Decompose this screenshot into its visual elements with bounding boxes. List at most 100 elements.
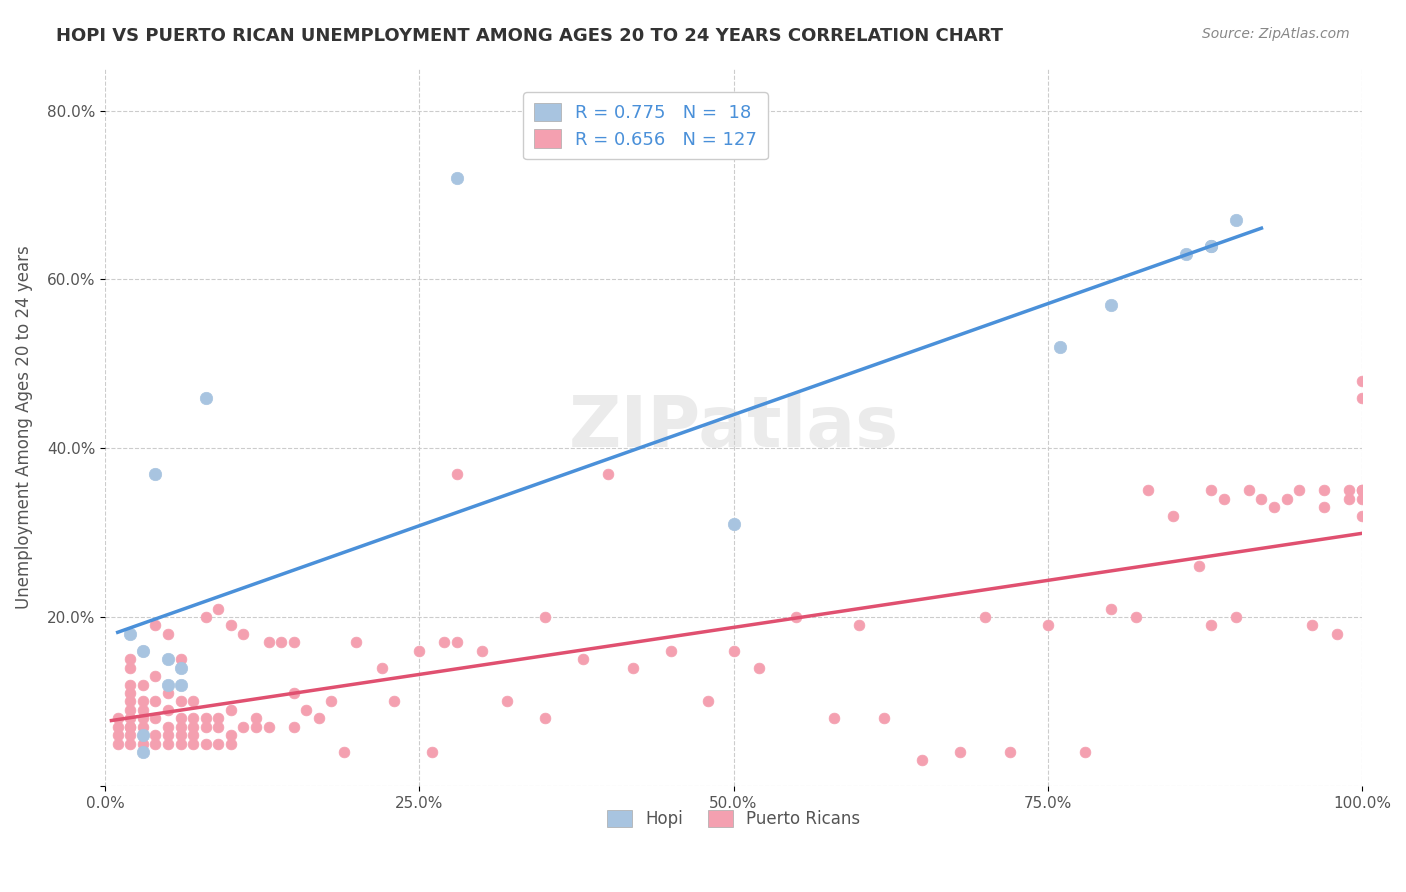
- Point: [1099, 298, 1122, 312]
- Point: [169, 694, 191, 708]
- Point: [156, 686, 179, 700]
- Point: [207, 737, 229, 751]
- Point: [659, 644, 682, 658]
- Point: [534, 711, 557, 725]
- Point: [120, 703, 142, 717]
- Point: [1313, 483, 1336, 498]
- Point: [156, 728, 179, 742]
- Point: [107, 711, 129, 725]
- Point: [1225, 213, 1247, 227]
- Point: [534, 610, 557, 624]
- Text: Source: ZipAtlas.com: Source: ZipAtlas.com: [1202, 27, 1350, 41]
- Point: [333, 745, 356, 759]
- Point: [1175, 247, 1198, 261]
- Point: [911, 754, 934, 768]
- Point: [156, 720, 179, 734]
- Point: [283, 635, 305, 649]
- Point: [120, 711, 142, 725]
- Point: [785, 610, 807, 624]
- Point: [132, 694, 155, 708]
- Point: [156, 737, 179, 751]
- Point: [145, 467, 167, 481]
- Point: [232, 627, 254, 641]
- Point: [120, 694, 142, 708]
- Point: [471, 644, 494, 658]
- Point: [232, 720, 254, 734]
- Point: [245, 711, 267, 725]
- Point: [1237, 483, 1260, 498]
- Point: [346, 635, 368, 649]
- Point: [120, 720, 142, 734]
- Point: [120, 720, 142, 734]
- Point: [571, 652, 593, 666]
- Point: [446, 635, 468, 649]
- Point: [120, 627, 142, 641]
- Point: [748, 660, 770, 674]
- Point: [132, 703, 155, 717]
- Point: [219, 703, 242, 717]
- Point: [156, 703, 179, 717]
- Point: [145, 694, 167, 708]
- Point: [207, 601, 229, 615]
- Point: [169, 677, 191, 691]
- Point: [181, 711, 204, 725]
- Point: [446, 467, 468, 481]
- Point: [1187, 559, 1209, 574]
- Point: [194, 610, 217, 624]
- Point: [169, 720, 191, 734]
- Point: [145, 711, 167, 725]
- Point: [1339, 491, 1361, 506]
- Point: [1125, 610, 1147, 624]
- Point: [1199, 238, 1222, 252]
- Point: [107, 728, 129, 742]
- Point: [120, 652, 142, 666]
- Point: [120, 728, 142, 742]
- Point: [145, 669, 167, 683]
- Point: [433, 635, 456, 649]
- Point: [120, 737, 142, 751]
- Point: [1288, 483, 1310, 498]
- Point: [1099, 601, 1122, 615]
- Point: [132, 644, 155, 658]
- Point: [1036, 618, 1059, 632]
- Point: [145, 728, 167, 742]
- Point: [132, 720, 155, 734]
- Point: [145, 618, 167, 632]
- Point: [156, 677, 179, 691]
- Point: [723, 517, 745, 532]
- Point: [194, 711, 217, 725]
- Point: [181, 737, 204, 751]
- Point: [823, 711, 845, 725]
- Point: [132, 728, 155, 742]
- Text: HOPI VS PUERTO RICAN UNEMPLOYMENT AMONG AGES 20 TO 24 YEARS CORRELATION CHART: HOPI VS PUERTO RICAN UNEMPLOYMENT AMONG …: [56, 27, 1004, 45]
- Point: [270, 635, 292, 649]
- Point: [181, 694, 204, 708]
- Point: [156, 627, 179, 641]
- Point: [207, 720, 229, 734]
- Point: [1351, 483, 1374, 498]
- Point: [382, 694, 405, 708]
- Text: ZIPatlas: ZIPatlas: [568, 392, 898, 462]
- Point: [1351, 374, 1374, 388]
- Point: [194, 737, 217, 751]
- Point: [1225, 610, 1247, 624]
- Point: [1351, 391, 1374, 405]
- Point: [169, 737, 191, 751]
- Point: [1351, 508, 1374, 523]
- Y-axis label: Unemployment Among Ages 20 to 24 years: Unemployment Among Ages 20 to 24 years: [15, 245, 32, 609]
- Point: [132, 728, 155, 742]
- Point: [1263, 500, 1285, 515]
- Point: [219, 728, 242, 742]
- Point: [998, 745, 1021, 759]
- Point: [120, 686, 142, 700]
- Point: [420, 745, 443, 759]
- Point: [169, 652, 191, 666]
- Point: [257, 635, 280, 649]
- Point: [132, 737, 155, 751]
- Point: [596, 467, 619, 481]
- Point: [107, 720, 129, 734]
- Point: [1351, 483, 1374, 498]
- Point: [949, 745, 972, 759]
- Point: [1199, 483, 1222, 498]
- Point: [207, 711, 229, 725]
